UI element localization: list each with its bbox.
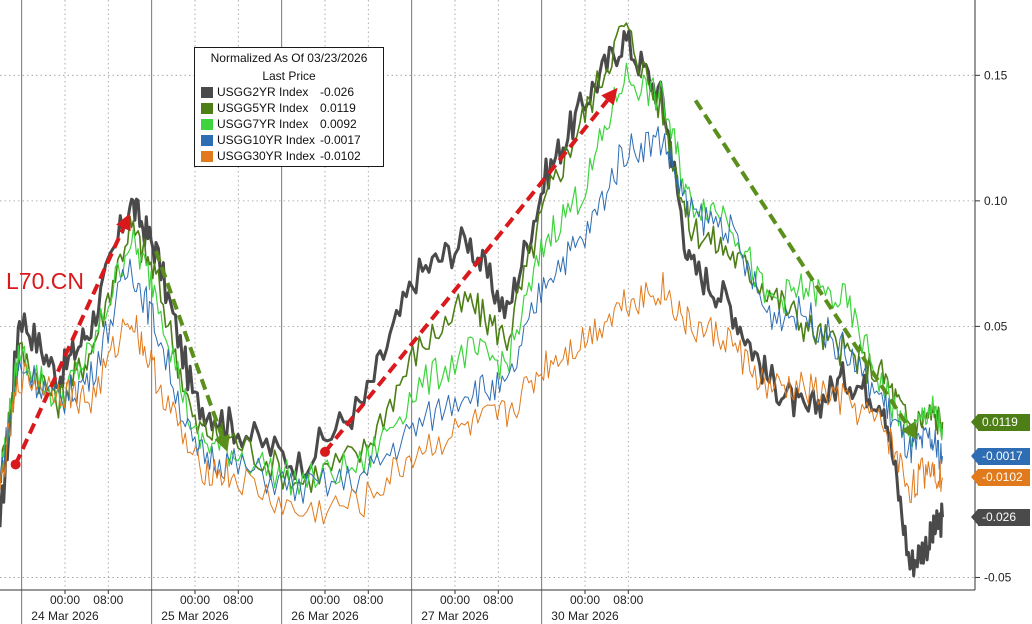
legend-title: Normalized As Of 03/23/2026 — [210, 51, 368, 65]
day-label: 26 Mar 2026 — [291, 609, 359, 623]
y-tick-label: -0.05 — [984, 570, 1012, 584]
down-arrow-head — [214, 434, 230, 452]
series-line — [0, 126, 943, 504]
legend-series-name: USGG5YR Index — [217, 101, 309, 115]
day-label: 27 Mar 2026 — [421, 609, 489, 623]
legend-item: USGG2YR Index -0.026 — [195, 84, 383, 100]
day-label: 25 Mar 2026 — [161, 609, 229, 623]
day-separator-layer — [21, 0, 543, 624]
legend-series-name: USGG7YR Index — [217, 117, 309, 131]
legend-swatch — [201, 87, 213, 98]
x-tick-label: 00:00 — [310, 593, 340, 607]
day-label: 30 Mar 2026 — [551, 609, 619, 623]
legend-swatch — [201, 135, 213, 146]
legend-item: USGG7YR Index 0.0092 — [195, 116, 383, 132]
series-line — [0, 62, 944, 496]
legend-swatch — [201, 103, 213, 114]
legend-series-value: -0.0102 — [320, 149, 361, 163]
legend-series-name: USGG10YR Index — [217, 133, 316, 147]
legend-item: USGG10YR Index -0.0017 — [195, 132, 383, 148]
series-layer — [0, 22, 944, 578]
end-value-label: -0.0017 — [971, 447, 1030, 465]
legend-series-value: -0.026 — [320, 85, 355, 99]
up-arrow-shaft — [13, 227, 126, 466]
legend-series-value: -0.0017 — [320, 133, 361, 147]
x-tick-label: 08:00 — [353, 593, 383, 607]
arrow-layer — [10, 87, 917, 470]
x-tick-label: 08:00 — [223, 593, 253, 607]
series-line — [0, 271, 943, 525]
x-tick-label: 00:00 — [180, 593, 210, 607]
x-tick-label: 00:00 — [440, 593, 470, 607]
down-arrow-shaft — [693, 99, 910, 428]
legend-subtitle: Last Price — [262, 69, 316, 83]
series-line — [0, 29, 944, 578]
legend-item: USGG30YR Index -0.0102 — [195, 148, 383, 164]
x-tick-label: 00:00 — [50, 593, 80, 607]
y-tick-label: 0.05 — [984, 319, 1008, 333]
legend-swatch — [201, 151, 213, 162]
up-arrow-head — [601, 87, 618, 106]
end-value-label: -0.0102 — [971, 469, 1030, 487]
y-tick-label: 0.10 — [984, 194, 1008, 208]
x-tick-label: 00:00 — [570, 593, 600, 607]
up-arrow-shaft — [323, 99, 610, 454]
y-tick-label: 0.15 — [984, 68, 1008, 82]
legend-series-value: 0.0092 — [320, 117, 357, 131]
end-value-label: 0.0119 — [971, 413, 1030, 431]
x-tick-label: 08:00 — [613, 593, 643, 607]
legend-series-name: USGG30YR Index — [217, 149, 316, 163]
up-arrow-head — [116, 213, 131, 232]
legend: Normalized As Of 03/23/2026 Last Price U… — [194, 47, 384, 167]
day-label: 24 Mar 2026 — [31, 609, 99, 623]
up-arrow-start-dot — [320, 446, 330, 457]
x-tick-label: 08:00 — [483, 593, 513, 607]
legend-series-name: USGG2YR Index — [217, 85, 309, 99]
down-arrow-head — [901, 421, 917, 440]
x-tick-label: 08:00 — [93, 593, 123, 607]
legend-swatch — [201, 119, 213, 130]
up-arrow-start-dot — [10, 459, 21, 470]
legend-series-value: 0.0119 — [320, 101, 356, 115]
watermark-text: L70.CN — [6, 268, 84, 294]
axis-layer: 0.15 0.10 0.05 -0.05 00:00 08:00 00:00 08:00 00:… — [0, 0, 1012, 623]
legend-item: USGG5YR Index 0.0119 — [195, 100, 383, 116]
end-value-label: -0.026 — [971, 508, 1030, 526]
